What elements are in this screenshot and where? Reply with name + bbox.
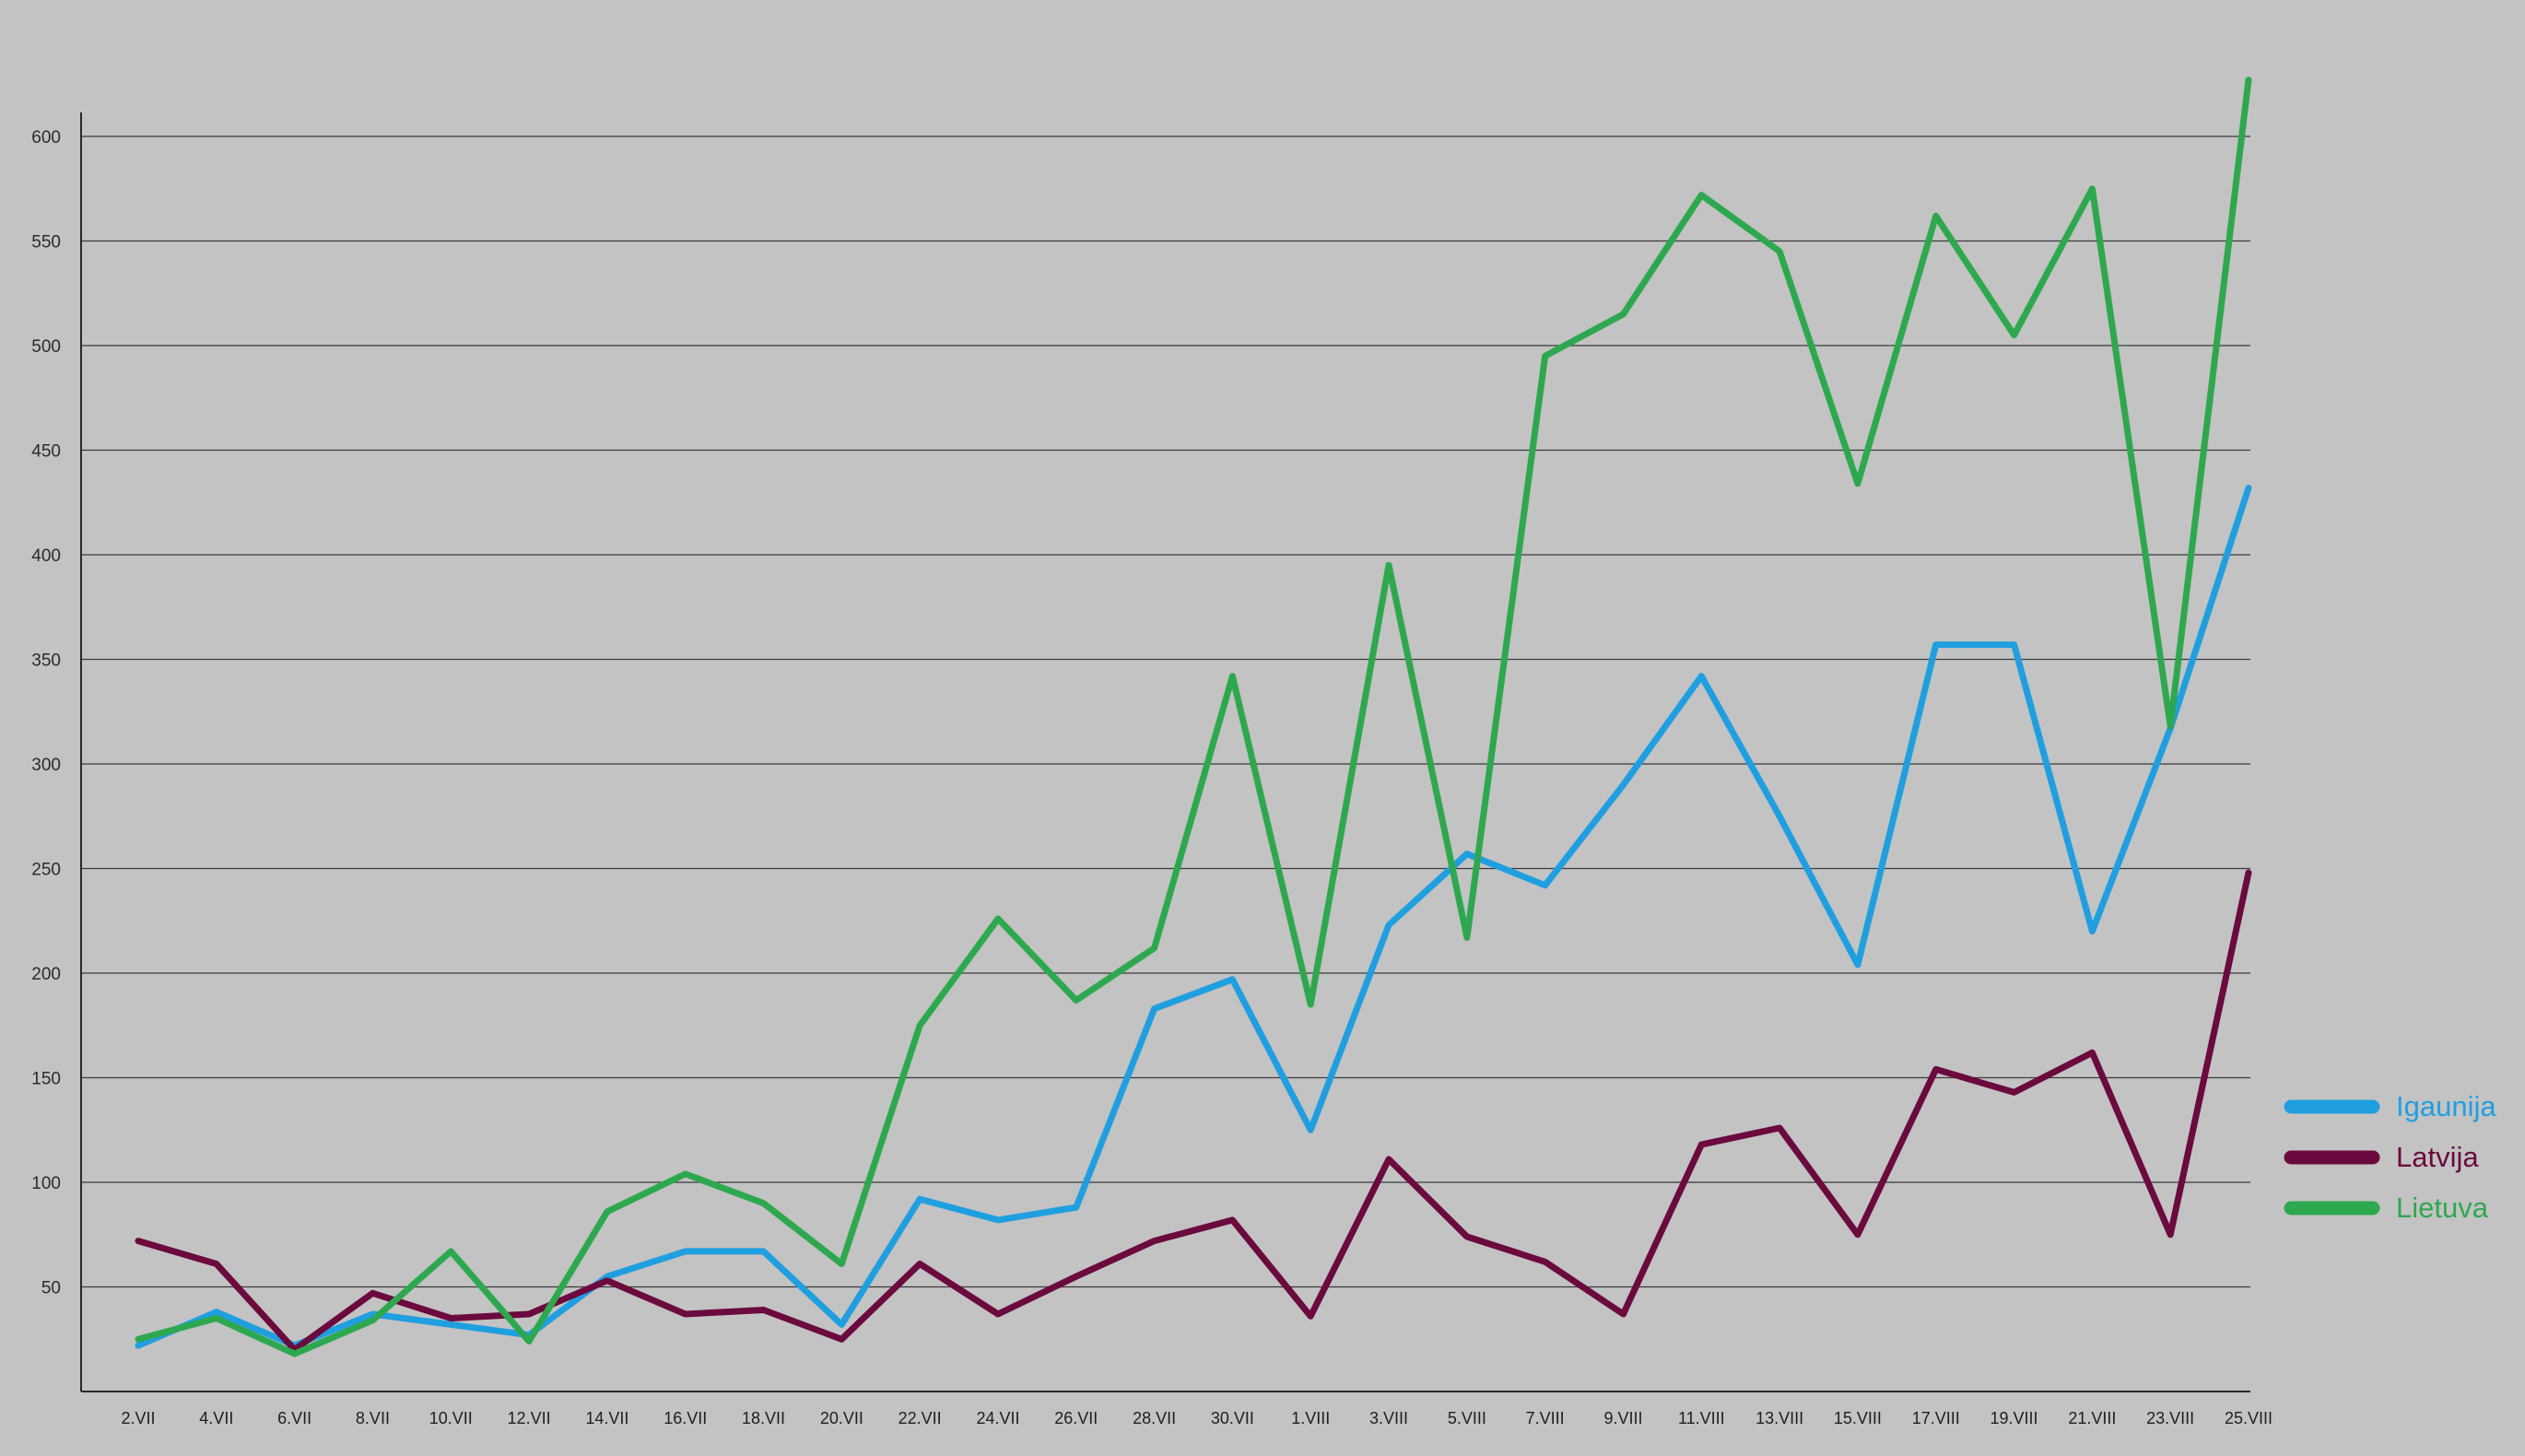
legend-label-latvija: Latvija: [2396, 1141, 2479, 1173]
x-tick-label: 4.VII: [199, 1409, 233, 1427]
y-tick-label: 600: [31, 128, 61, 147]
y-tick-label: 150: [31, 1070, 61, 1089]
y-tick-label: 400: [31, 546, 61, 566]
x-axis-ticks: 2.VII 4.VII 6.VII 8.VII 10.VII 12.VII 14.VII 16…: [121, 1409, 2272, 1427]
legend-label-igaunija: Igaunija: [2396, 1090, 2496, 1122]
y-tick-label: 100: [31, 1174, 61, 1193]
x-tick-label: 17.VIII: [1912, 1409, 1960, 1427]
y-tick-label: 300: [31, 756, 61, 775]
axes: [80, 112, 2250, 1392]
series-lines: [135, 76, 2252, 1357]
x-tick-label: 13.VIII: [1756, 1409, 1803, 1427]
x-tick-label: 6.VII: [277, 1409, 311, 1427]
x-tick-label: 14.VII: [585, 1409, 628, 1427]
y-tick-label: 350: [31, 652, 61, 671]
y-tick-label: 250: [31, 861, 61, 880]
y-tick-label: 50: [41, 1279, 61, 1298]
x-tick-label: 1.VIII: [1291, 1409, 1330, 1427]
x-tick-label: 15.VIII: [1834, 1409, 1882, 1427]
x-tick-label: 3.VIII: [1369, 1409, 1408, 1427]
series-line-igaunija: [135, 484, 2252, 1349]
x-tick-label: 24.VII: [976, 1409, 1019, 1427]
x-tick-label: 5.VIII: [1448, 1409, 1486, 1427]
x-tick-label: 16.VII: [664, 1409, 707, 1427]
x-tick-label: 10.VII: [429, 1409, 473, 1427]
x-tick-label: 23.VIII: [2146, 1409, 2194, 1427]
x-tick-label: 19.VIII: [1991, 1409, 2038, 1427]
x-tick-label: 25.VIII: [2225, 1409, 2272, 1427]
y-tick-label: 200: [31, 965, 61, 984]
x-tick-label: 28.VII: [1133, 1409, 1176, 1427]
y-tick-label: 500: [31, 337, 61, 357]
legend: Igaunija Latvija Lietuva: [2284, 1090, 2496, 1224]
x-tick-label: 9.VIII: [1603, 1409, 1642, 1427]
x-tick-label: 2.VII: [121, 1409, 155, 1427]
x-tick-label: 11.VIII: [1678, 1409, 1725, 1427]
x-tick-label: 12.VII: [508, 1409, 551, 1427]
x-tick-label: 30.VII: [1211, 1409, 1254, 1427]
x-tick-label: 21.VIII: [2068, 1409, 2116, 1427]
x-tick-label: 26.VII: [1054, 1409, 1098, 1427]
series-line-lietuva: [135, 76, 2252, 1357]
x-tick-label: 8.VII: [356, 1409, 390, 1427]
x-tick-label: 22.VII: [898, 1409, 942, 1427]
x-tick-label: 18.VII: [742, 1409, 785, 1427]
x-tick-label: 20.VII: [820, 1409, 863, 1427]
gridlines: [81, 135, 2250, 1288]
series-line-latvija: [135, 869, 2252, 1354]
x-tick-label: 7.VIII: [1526, 1409, 1565, 1427]
legend-label-lietuva: Lietuva: [2396, 1192, 2489, 1224]
y-tick-label: 450: [31, 442, 61, 462]
y-axis-ticks: 50 100 150 200 250 300 350 400 450 500 550 600: [31, 128, 61, 1298]
y-tick-label: 550: [31, 233, 61, 252]
